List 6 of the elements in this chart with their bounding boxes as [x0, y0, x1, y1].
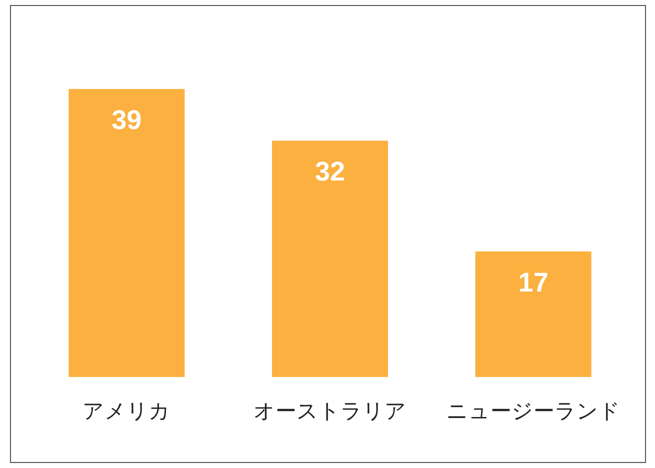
x-tick-label: ニュージーランド	[446, 400, 620, 423]
x-tick-label: オーストラリア	[254, 400, 406, 423]
data-label: 39	[112, 105, 142, 135]
data-label: 32	[314, 156, 346, 187]
x-tick-label: アメリカ	[82, 400, 171, 423]
data-label: 17	[518, 267, 548, 298]
